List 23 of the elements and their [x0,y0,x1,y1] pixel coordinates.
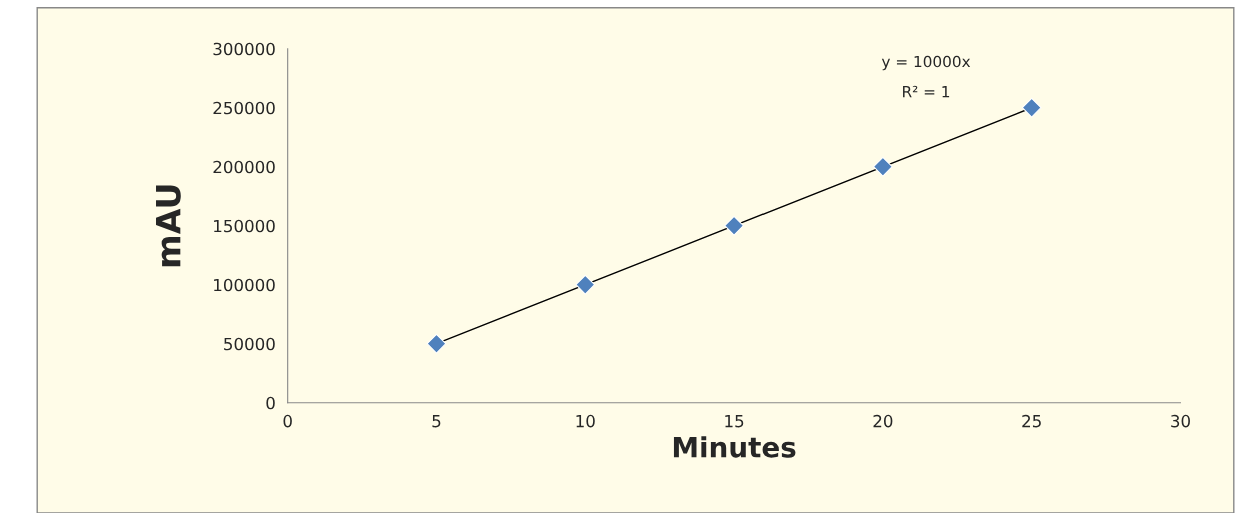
y-tick-label: 50000 [224,337,275,351]
x-tick-label: 30 [1171,414,1190,428]
point [724,215,744,236]
x-tick-label: 20 [873,414,893,428]
y-tick-label: 250000 [213,101,275,115]
point [575,274,596,295]
annotation: R² = 1 [903,85,950,98]
y-tick-label: 300000 [213,42,275,56]
point [873,156,893,177]
y-tick-label: 0 [266,396,275,410]
point [1021,97,1042,118]
x-tick-label: 5 [432,415,441,428]
x-tick-label: 10 [576,414,595,428]
point [426,333,447,354]
x-tick-label: 25 [1022,414,1041,428]
y-tick-label: 100000 [214,278,275,292]
y-axis-title: mAU [156,185,181,267]
annotation: y = 10000x [881,55,971,71]
y-tick-label: 200000 [213,160,275,174]
x-tick-label: 15 [725,415,744,428]
x-tick-label: 0 [283,414,292,428]
x-axis-title: Minutes [673,436,796,458]
y-tick-label: 150000 [214,219,275,233]
